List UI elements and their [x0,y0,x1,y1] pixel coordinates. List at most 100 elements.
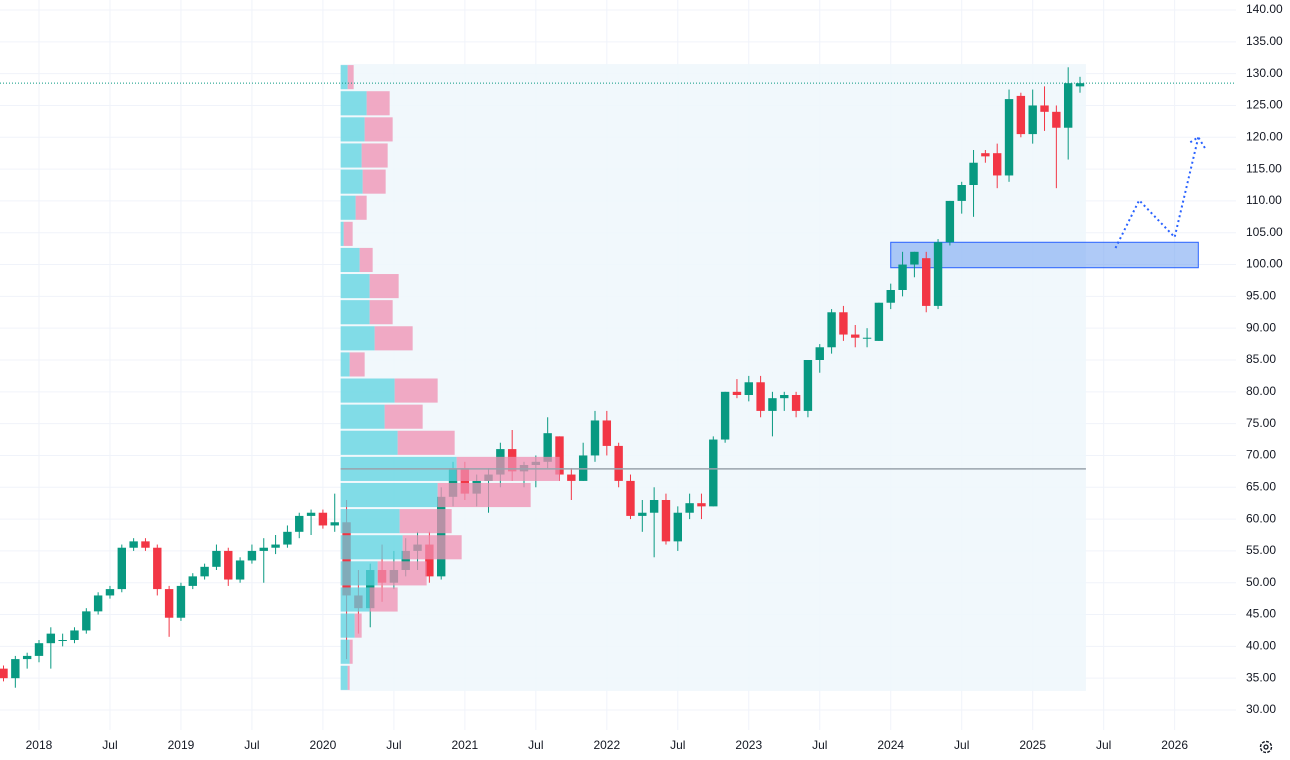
candle-body [922,258,931,306]
profile-up [340,535,403,560]
candle-body [945,200,955,243]
candle-body [212,550,221,567]
x-tick-label: Jul [386,738,401,752]
candle-body [1004,99,1014,176]
y-tick-label: 135.00 [1246,34,1283,48]
profile-up [340,143,362,168]
candle-body [164,589,174,618]
profile-up [340,274,370,299]
candle-body [46,633,56,644]
profile-up [340,404,385,429]
candle-body [933,242,943,306]
profile-down [377,561,427,586]
candle-body [283,531,292,545]
profile-up [340,665,348,690]
profile-up [340,300,370,325]
profile-down [399,509,452,534]
y-tick-label: 40.00 [1246,639,1276,653]
profile-down [437,482,531,508]
profile-up [340,482,438,508]
profile-up [340,561,378,586]
profile-up [340,613,355,638]
profile-up [340,117,365,142]
candle-body [673,512,682,542]
profile-down [369,274,399,299]
y-tick-label: 45.00 [1246,607,1276,621]
candle-body [1040,105,1049,112]
x-tick-label: Jul [244,738,259,752]
profile-down [347,665,350,690]
candle-body [176,585,186,618]
profile-down [347,65,354,90]
candle-body [969,162,978,185]
candle-body [803,360,813,411]
candle-body [543,433,552,462]
candle-body [330,522,339,526]
profile-up [340,326,375,351]
candle-body [105,589,115,596]
profile-up [340,352,350,377]
profile-down [362,169,386,194]
y-tick-label: 95.00 [1246,289,1276,303]
candle-body [11,659,20,679]
candle-body [153,547,162,590]
candle-body [744,382,753,395]
candle-body [886,290,895,303]
profile-down [361,143,388,168]
candle-body [709,439,718,507]
candle-body [224,550,233,580]
y-tick-label: 120.00 [1246,129,1283,143]
profile-down [402,535,462,560]
y-tick-label: 140.00 [1246,2,1283,16]
candle-body [129,541,138,548]
candle-body [993,153,1002,176]
candle-body [815,347,824,360]
profile-down [384,404,423,429]
candle-body [602,420,612,446]
settings-icon[interactable] [1259,740,1273,754]
candle-body [401,550,410,570]
y-tick-label: 35.00 [1246,670,1276,684]
candle-body [22,655,32,660]
profile-down [349,639,353,664]
profile-up [340,378,395,403]
candle-body [957,185,966,201]
candle-body [874,302,884,341]
candle-body [259,547,268,551]
x-tick-label: Jul [812,738,827,752]
profile-down [394,378,438,403]
candle-body [626,480,635,516]
candle-body [93,595,103,612]
candle-body [295,515,304,532]
candle-body [756,382,765,411]
candle-body [1016,95,1026,135]
x-tick-label: Jul [1096,738,1111,752]
candle-body [1063,83,1073,128]
x-tick-label: 2018 [26,738,53,752]
y-tick-label: 65.00 [1246,479,1276,493]
profile-down [355,195,367,220]
candle-body [58,640,67,641]
candle-body [1028,105,1037,135]
profile-up [340,221,344,246]
x-tick-label: Jul [954,738,969,752]
x-tick-label: 2020 [310,738,337,752]
candle-body [555,436,564,475]
profile-up [340,247,360,273]
x-tick-label: 2024 [877,738,904,752]
y-tick-label: 70.00 [1246,448,1276,462]
y-tick-label: 50.00 [1246,575,1276,589]
candle-body [425,544,434,577]
candle-body [839,312,848,335]
profile-up [340,430,398,455]
candle-body [661,500,671,542]
profile-down [374,326,413,351]
profile-down [349,352,365,377]
candle-body [117,547,126,590]
profile-down [343,221,353,246]
projection-path [1114,137,1200,249]
y-tick-label: 115.00 [1246,161,1282,175]
y-tick-label: 55.00 [1246,543,1276,557]
